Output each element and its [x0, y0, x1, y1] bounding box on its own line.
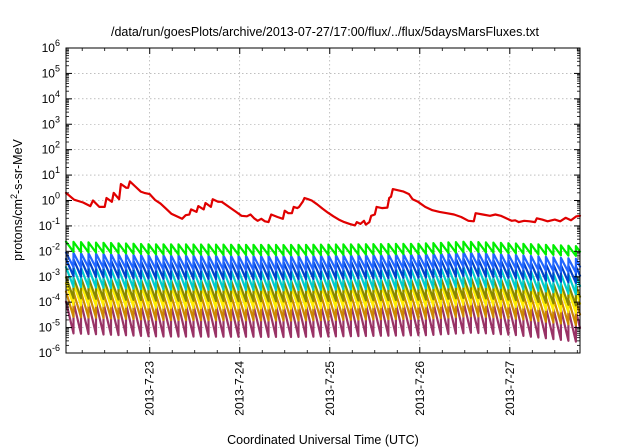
y-axis-label-rest: -s-sr-MeV [11, 138, 25, 194]
x-tick-label: 2013-7-27 [503, 361, 517, 416]
series-line [64, 275, 582, 307]
y-tick-label: 104 [42, 89, 60, 106]
x-tick-label: 2013-7-26 [413, 361, 427, 416]
y-tick-label: 105 [42, 63, 60, 80]
y-tick-label: 101 [42, 165, 60, 182]
series-line [64, 265, 582, 296]
series-line [64, 289, 582, 327]
y-tick-label: 10-1 [39, 216, 60, 233]
y-tick-label: 10-6 [39, 343, 60, 360]
x-tick-label: 2013-7-23 [143, 361, 157, 416]
integral-flux-series [64, 180, 582, 227]
y-tick-label: 103 [42, 114, 60, 131]
series-line [64, 240, 582, 257]
series-line [64, 281, 582, 314]
y-axis-label-unit: protons/cm [11, 199, 25, 261]
x-tick-label: 2013-7-24 [233, 361, 247, 416]
y-tick-label: 100 [42, 191, 60, 208]
chart-title: /data/run/goesPlots/archive/2013-07-27/1… [111, 25, 540, 39]
series-line [64, 257, 582, 284]
x-tick-label: 2013-7-25 [323, 361, 337, 416]
x-axis-ticks: 2013-7-23 2013-7-24 2013-7-25 2013-7-26 2013… [81, 48, 578, 416]
series-line [64, 250, 582, 274]
y-tick-label: 10-4 [39, 292, 60, 309]
x-axis-label: Coordinated Universal Time (UTC) [227, 433, 419, 447]
y-tick-label: 10-3 [39, 267, 60, 284]
energy-channel-series [64, 240, 582, 343]
y-tick-label: 10-5 [39, 318, 60, 335]
y-tick-label: 106 [42, 38, 60, 55]
y-axis-label: protons/cm2-s-sr-MeV [9, 138, 25, 260]
y-axis-label-exp: 2 [9, 194, 19, 199]
y-tick-label: 102 [42, 140, 60, 157]
series-line [64, 180, 582, 227]
y-axis-ticks: 10-6 10-5 10-4 10-3 10-2 10-1 100 101 102 103 104 1… [39, 38, 580, 360]
y-tick-label: 10-2 [39, 241, 60, 258]
series-line [64, 299, 582, 343]
